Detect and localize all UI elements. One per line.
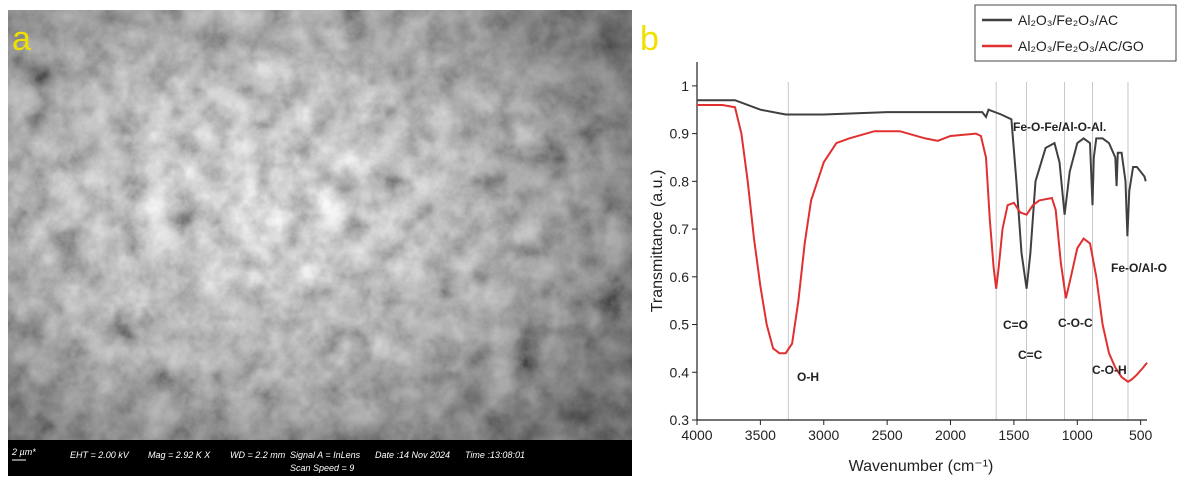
series-line: [697, 104, 1148, 384]
x-tick-label: 3000: [808, 427, 839, 443]
x-tick-label: 2000: [935, 427, 966, 443]
panel-label: a: [12, 20, 31, 58]
info-bar: [8, 440, 632, 476]
y-tick-label: 0.5: [670, 317, 690, 333]
info-text: EHT = 2.00 kV: [70, 450, 130, 460]
info-text: Signal A = InLens: [290, 450, 361, 460]
y-tick-label: 0.8: [670, 173, 690, 189]
info-text: WD = 2.2 mm: [230, 450, 286, 460]
x-tick-label: 1000: [1062, 427, 1093, 443]
info-text: Mag = 2.92 K X: [148, 450, 211, 460]
annotation: C-O-C: [1058, 316, 1093, 330]
panel-label: b: [640, 20, 659, 58]
legend-box: [974, 4, 1177, 62]
sem-image: [8, 10, 632, 476]
y-tick-label: 0.4: [670, 364, 690, 380]
y-tick-label: 0.6: [670, 269, 690, 285]
annotation: Fe-O/Al-O: [1111, 261, 1167, 275]
x-tick-label: 4000: [681, 427, 712, 443]
legend: Al₂O₃/Fe₂O₃/AC Al₂O₃/Fe₂O₃/AC/GO: [974, 4, 1177, 62]
annotation: C=C: [1018, 348, 1043, 362]
x-tick-label: 1500: [998, 427, 1029, 443]
info-text: Scan Speed = 9: [290, 463, 354, 473]
y-tick-label: 0.7: [670, 221, 690, 237]
annotation: Fe-O-Fe/Al-O-Al.: [1013, 120, 1106, 134]
y-tick-label: 0.3: [670, 412, 690, 428]
annotation: O-H: [797, 370, 819, 384]
info-text: 2 µm*: [11, 447, 36, 457]
y-tick-label: 1: [681, 78, 689, 94]
annotation: C-O-H: [1092, 363, 1127, 377]
info-text: Date :14 Nov 2024: [375, 450, 450, 460]
x-tick-label: 3500: [745, 427, 776, 443]
info-text: Time :13:08:01: [465, 450, 525, 460]
legend-label: Al₂O₃/Fe₂O₃/AC: [1018, 12, 1118, 28]
y-tick-label: 0.9: [670, 126, 690, 142]
legend-label: Al₂O₃/Fe₂O₃/AC/GO: [1018, 38, 1144, 54]
series-line: [697, 99, 1147, 289]
x-axis-label: Wavenumber (cm⁻¹): [849, 458, 994, 475]
y-axis-label: Transmittance (a.u.): [649, 170, 666, 313]
x-tick-label: 2500: [872, 427, 903, 443]
annotation: C=O: [1003, 318, 1028, 332]
x-tick-label: 500: [1129, 427, 1153, 443]
